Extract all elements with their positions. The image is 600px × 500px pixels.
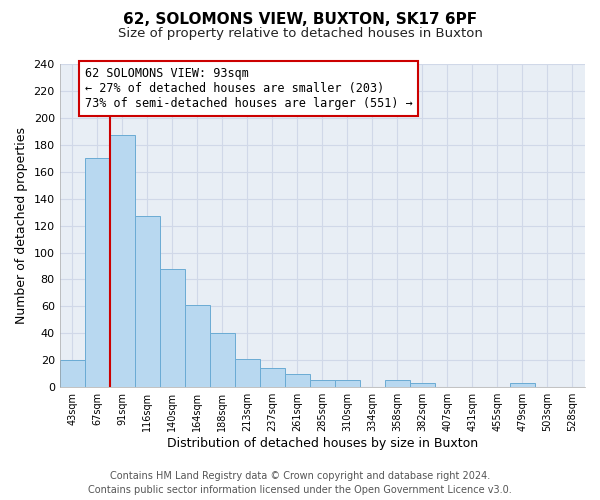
Y-axis label: Number of detached properties: Number of detached properties — [15, 127, 28, 324]
Bar — [310, 380, 335, 387]
Bar — [59, 360, 85, 387]
Bar — [510, 383, 535, 387]
Bar — [385, 380, 410, 387]
Bar — [210, 334, 235, 387]
Bar — [285, 374, 310, 387]
Text: Contains HM Land Registry data © Crown copyright and database right 2024.
Contai: Contains HM Land Registry data © Crown c… — [88, 471, 512, 495]
X-axis label: Distribution of detached houses by size in Buxton: Distribution of detached houses by size … — [167, 437, 478, 450]
Bar — [335, 380, 360, 387]
Bar — [85, 158, 110, 387]
Bar — [135, 216, 160, 387]
Bar — [110, 136, 135, 387]
Text: 62, SOLOMONS VIEW, BUXTON, SK17 6PF: 62, SOLOMONS VIEW, BUXTON, SK17 6PF — [123, 12, 477, 28]
Bar — [410, 383, 435, 387]
Bar — [235, 359, 260, 387]
Bar — [185, 305, 210, 387]
Text: Size of property relative to detached houses in Buxton: Size of property relative to detached ho… — [118, 28, 482, 40]
Bar — [260, 368, 285, 387]
Bar — [160, 268, 185, 387]
Text: 62 SOLOMONS VIEW: 93sqm
← 27% of detached houses are smaller (203)
73% of semi-d: 62 SOLOMONS VIEW: 93sqm ← 27% of detache… — [85, 66, 412, 110]
